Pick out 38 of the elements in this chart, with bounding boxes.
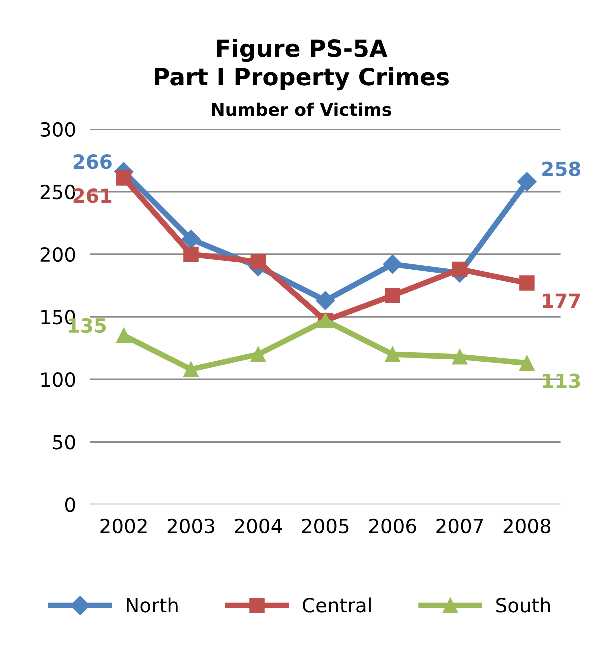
y-tick-label: 300: [40, 122, 76, 138]
x-tick-label: 2005: [302, 518, 349, 534]
legend-label: North: [127, 598, 178, 613]
point: [316, 291, 336, 310]
data-label: 258: [542, 162, 580, 176]
y-tick-label: 0: [65, 498, 76, 512]
point: [116, 328, 132, 344]
x-tick-label: 2002: [100, 518, 147, 534]
point: [452, 349, 468, 365]
x-tick-label: 2004: [235, 518, 282, 534]
data-label: 261: [74, 188, 112, 204]
point: [250, 346, 266, 362]
x-tick-label: 2007: [436, 518, 484, 534]
legend-label: South: [496, 598, 550, 613]
point: [250, 254, 266, 270]
point: [520, 276, 535, 291]
legend-label: Central: [303, 598, 371, 613]
data-label: 113: [543, 374, 580, 388]
data-label: 266: [74, 154, 112, 170]
y-tick-label: 100: [42, 372, 76, 388]
point: [518, 172, 537, 192]
point: [385, 288, 400, 304]
point: [383, 254, 402, 274]
point: [385, 346, 400, 362]
point: [116, 170, 132, 186]
x-tick-label: 2008: [504, 518, 551, 534]
y-tick-label: 250: [40, 184, 76, 200]
x-tick-label: 2003: [168, 518, 214, 534]
y-tick-label: 200: [40, 247, 76, 262]
y-tick-label: 50: [53, 435, 76, 450]
chart-title: Figure PS-5A Part I Property Crimes: [155, 39, 449, 91]
chart-subtitle: Number of Victims: [212, 102, 392, 116]
point: [452, 262, 468, 278]
point: [184, 246, 199, 262]
x-tick-label: 2006: [369, 518, 416, 534]
point: [520, 356, 535, 371]
point: [184, 362, 199, 378]
data-label: 177: [543, 294, 580, 308]
